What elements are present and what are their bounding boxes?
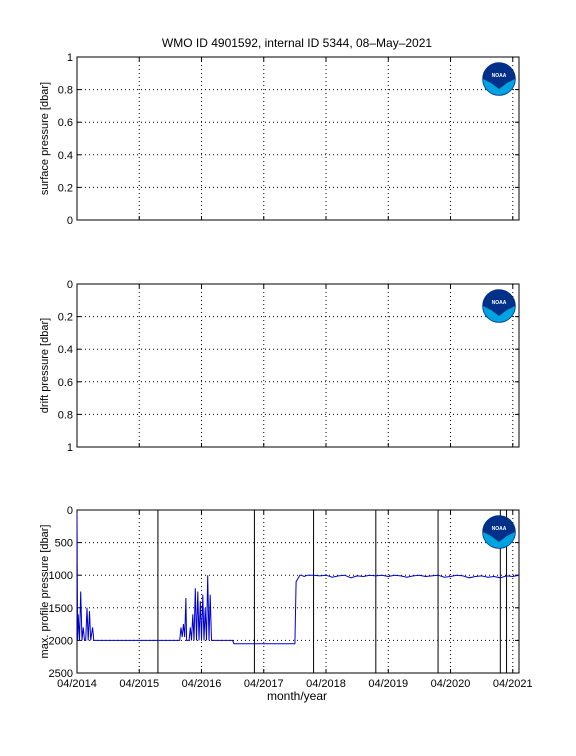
y-axis-label: max. profile pressure [dbar]: [39, 525, 51, 659]
y-axis-label: surface pressure [dbar]: [39, 82, 51, 195]
y-tick-label: 1: [67, 52, 73, 64]
noaa-logo-text: NOAA: [492, 300, 507, 306]
y-tick-label: 1000: [49, 570, 73, 582]
y-tick-label: 0.4: [58, 344, 73, 356]
noaa-logo: NOAA: [482, 62, 516, 96]
y-tick-label: 0.8: [58, 85, 73, 97]
x-tick-label: 04/2019: [368, 678, 408, 690]
x-tick-label: 04/2016: [182, 678, 222, 690]
y-tick-label: 0.4: [58, 150, 73, 162]
x-tick-label: 04/2020: [431, 678, 471, 690]
surface-pressure-axes: 0 0.2 0.4 0.6 0.8 1 surface pressure [dbar] NOA…: [39, 52, 520, 227]
noaa-logo: NOAA: [482, 289, 516, 323]
y-tick-label: 0.2: [58, 182, 73, 194]
series-line: [76, 513, 520, 645]
noaa-logo-text: NOAA: [492, 73, 507, 79]
y-tick-label: 2000: [49, 635, 73, 647]
y-tick-label: 0: [67, 279, 73, 291]
plot-area: [76, 509, 520, 674]
y-tick-label: 1: [67, 442, 73, 454]
y-tick-label: 0.6: [58, 117, 73, 129]
y-tick-label: 0.8: [58, 409, 73, 421]
y-tick-label: 0: [67, 215, 73, 227]
y-tick-label: 1500: [49, 603, 73, 615]
noaa-logo: NOAA: [482, 515, 516, 549]
y-tick-label: 0.2: [58, 312, 73, 324]
plot-area: [76, 283, 520, 448]
y-tick-label: 0: [67, 505, 73, 517]
y-tick-label: 2500: [49, 668, 73, 680]
chart-title: WMO ID 4901592, internal ID 5344, 08–May…: [162, 36, 432, 50]
x-tick-label: 04/2021: [493, 678, 533, 690]
x-tick-label: 04/2015: [119, 678, 159, 690]
noaa-logo-text: NOAA: [492, 526, 507, 532]
y-tick-label: 0.6: [58, 377, 73, 389]
x-tick-label: 04/2014: [57, 678, 97, 690]
y-axis-label: drift pressure [dbar]: [39, 318, 51, 413]
y-tick-label: 500: [55, 538, 73, 550]
x-tick-label: 04/2018: [306, 678, 346, 690]
x-tick-label: 04/2017: [244, 678, 284, 690]
drift-pressure-axes: 0 0.2 0.4 0.6 0.8 1 drift pressure [dbar] NOAA: [39, 279, 520, 454]
max-profile-pressure-axes: 04/2014 04/2015 04/2016 04/2017 04/2018 04/20…: [39, 505, 533, 690]
plot-area: [76, 56, 520, 221]
x-axis-label: month/year: [267, 689, 327, 703]
